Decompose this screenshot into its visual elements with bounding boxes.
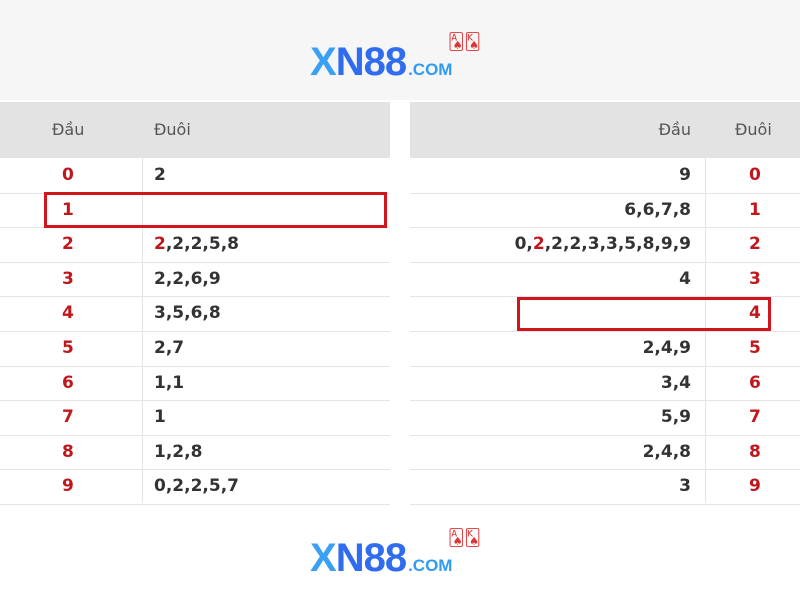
dau-cell: 0 xyxy=(62,165,74,185)
table-row: 6,6,7,8 1 xyxy=(410,193,800,229)
table-header: Đầu Đuôi xyxy=(410,102,800,158)
table-row: 5,9 7 xyxy=(410,400,800,436)
duoi-cell: 7 xyxy=(749,407,761,428)
table-row: 0,2,2,2,3,3,5,8,9,9 2 xyxy=(410,227,800,263)
dau-cell: 3 xyxy=(679,476,691,497)
header-duoi: Đuôi xyxy=(154,120,191,139)
table-row: 9 0,2,2,5,7 xyxy=(0,469,390,505)
dau-cell: 8 xyxy=(62,441,74,462)
duoi-cell: 1 xyxy=(749,199,761,220)
dau-cell: 9 xyxy=(62,476,74,497)
dau-cell: 6 xyxy=(62,372,74,393)
highlight-box-left xyxy=(44,192,387,228)
duoi-cell: 9 xyxy=(749,476,761,497)
dau-cell: 9 xyxy=(679,165,691,185)
duoi-cell: 3,5,6,8 xyxy=(154,303,221,324)
table-row: 3,4 6 xyxy=(410,366,800,402)
duoi-cell: 1,2,8 xyxy=(154,441,203,462)
duoi-cell: 3 xyxy=(749,268,761,289)
dau-cell: 5 xyxy=(62,338,74,358)
table-row: 8 1,2,8 xyxy=(0,435,390,471)
dau-cell: 0,2,2,2,3,3,5,8,9,9 xyxy=(514,234,691,255)
dau-cell: 2,4,8 xyxy=(642,441,691,462)
header-duoi: Đuôi xyxy=(735,120,772,139)
table-row: 3 9 xyxy=(410,469,800,505)
duoi-cell: 1 xyxy=(154,407,166,428)
duoi-cell: 4 xyxy=(749,303,761,324)
logo-top: XN88 .COM 🂡🂮 xyxy=(310,32,481,84)
duoi-cell: 2,7 xyxy=(154,338,185,358)
duoi-cell: 2,2,6,9 xyxy=(154,268,221,289)
header-dau: Đầu xyxy=(52,120,85,139)
table-row: 4 xyxy=(410,296,800,332)
dau-cell: 1 xyxy=(62,199,74,220)
table-row: 6 1,1 xyxy=(0,366,390,402)
right-table: Đầu Đuôi 9 0 6,6,7,8 1 0,2,2,2,3,3,5,8,9,9… xyxy=(410,102,800,505)
duoi-cell: 2 xyxy=(154,165,166,185)
table-header: Đầu Đuôi xyxy=(0,102,390,158)
dau-cell: 4 xyxy=(679,268,691,289)
dau-cell: 4 xyxy=(62,303,74,324)
table-row: 5 2,7 xyxy=(0,331,390,367)
top-banner xyxy=(0,0,800,100)
duoi-cell: 0,2,2,5,7 xyxy=(154,476,239,497)
duoi-cell: 5 xyxy=(749,338,761,358)
header-dau: Đầu xyxy=(658,120,691,139)
duoi-cell: 8 xyxy=(749,441,761,462)
duoi-cell: 0 xyxy=(749,165,761,185)
table-row: 2,4,9 5 xyxy=(410,331,800,367)
highlight-box-right xyxy=(517,297,771,331)
table-row: 4 3 xyxy=(410,262,800,298)
table-row: 9 0 xyxy=(410,158,800,194)
duoi-cell: 1,1 xyxy=(154,372,185,393)
table-row: 2 2,2,2,5,8 xyxy=(0,227,390,263)
table-row: 4 3,5,6,8 xyxy=(0,296,390,332)
table-row: 0 2 xyxy=(0,158,390,194)
table-row: 2,4,8 8 xyxy=(410,435,800,471)
dau-cell: 7 xyxy=(62,407,74,428)
duoi-cell: 2 xyxy=(749,234,761,255)
duoi-cell: 6 xyxy=(749,372,761,393)
dau-cell: 3 xyxy=(62,268,74,289)
dau-cell: 5,9 xyxy=(660,407,691,428)
dau-cell: 3,4 xyxy=(660,372,691,393)
dau-cell: 2 xyxy=(62,234,74,255)
dau-cell: 6,6,7,8 xyxy=(624,199,691,220)
duoi-cell: 2,2,2,5,8 xyxy=(154,234,239,255)
table-row: 3 2,2,6,9 xyxy=(0,262,390,298)
logo-bottom: XN88 .COM 🂡🂮 xyxy=(310,528,481,580)
dau-cell: 2,4,9 xyxy=(642,338,691,358)
table-row: 7 1 xyxy=(0,400,390,436)
